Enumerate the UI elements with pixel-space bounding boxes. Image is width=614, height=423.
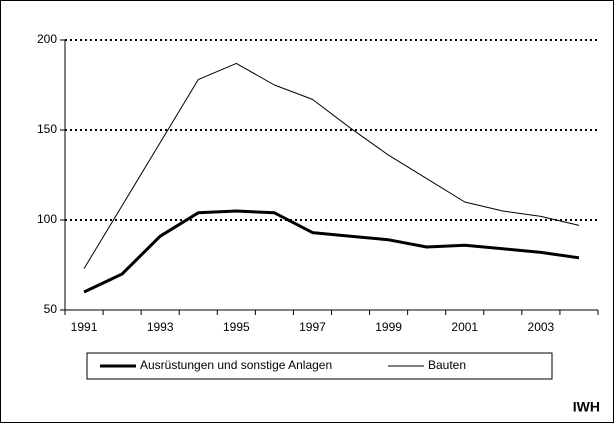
x-tick-label: 1991 — [71, 320, 98, 334]
x-tick-label: 2001 — [451, 320, 478, 334]
legend-label: Bauten — [428, 358, 466, 372]
legend-label: Ausrüstungen und sonstige Anlagen — [140, 358, 332, 372]
x-tick-label: 2003 — [528, 320, 555, 334]
y-tick-label: 100 — [37, 212, 57, 226]
x-tick-label: 1995 — [223, 320, 250, 334]
legend-box — [86, 352, 553, 380]
y-tick-label: 200 — [37, 32, 57, 46]
x-tick-label: 1993 — [147, 320, 174, 334]
series-line — [83, 209, 580, 294]
series-line — [83, 62, 580, 269]
x-tick-label: 1997 — [299, 320, 326, 334]
y-tick-label: 50 — [44, 302, 58, 316]
x-tick-label: 1999 — [375, 320, 402, 334]
source: IWH — [573, 399, 600, 415]
y-tick-label: 150 — [37, 122, 57, 136]
